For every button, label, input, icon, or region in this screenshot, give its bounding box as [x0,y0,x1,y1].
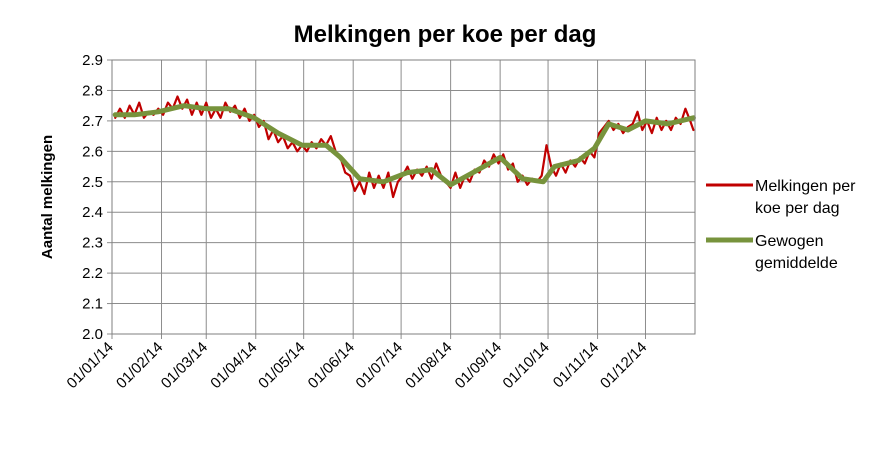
x-tick-label: 01/01/14 [64,339,117,392]
y-tick-label: 2.0 [82,326,103,343]
plot-border [111,59,696,335]
legend-label-2: gemiddelde [755,255,838,272]
y-axis-label: Aantal melkingen [39,135,56,259]
x-tick-label: 01/05/14 [255,339,308,392]
x-tick-label: 01/02/14 [113,339,166,392]
x-tick-label: 01/03/14 [158,339,211,392]
x-tick-label: 01/11/14 [550,339,603,392]
y-tick-label: 2.2 [82,265,103,282]
legend-label-1: Melkingen per [755,178,856,195]
chart-title: Melkingen per koe per dag [294,21,597,48]
y-tick-label: 2.8 [82,82,103,99]
x-tick-label: 01/10/14 [500,339,553,392]
legend-label-1: koe per dag [755,200,840,217]
x-tick-label: 01/08/14 [402,339,455,392]
y-axis-ticks: 2.0 2.1 2.2 2.3 2.4 2.5 2.6 2.7 2.8 2.9 [82,52,112,343]
grid [111,59,695,335]
x-tick-label: 01/07/14 [353,339,406,392]
y-tick-label: 2.6 [82,143,103,160]
x-axis-ticks: 01/01/1401/02/1401/03/1401/04/1401/05/14… [64,334,650,392]
x-tick-label: 01/09/14 [452,339,505,392]
x-tick-label: 01/06/14 [305,339,358,392]
y-tick-label: 2.7 [82,113,103,130]
y-tick-label: 2.9 [82,52,103,69]
x-tick-label: 01/12/14 [597,339,650,392]
y-tick-label: 2.4 [82,204,103,221]
legend: Melkingen per koe per dag Gewogen gemiddeld… [706,178,856,272]
y-tick-label: 2.5 [82,174,103,191]
y-tick-label: 2.3 [82,235,103,252]
series-line-2 [112,103,696,188]
legend-label-2: Gewogen [755,233,824,250]
y-tick-label: 2.1 [82,296,103,313]
plot-area [112,95,696,199]
x-tick-label: 01/04/14 [207,339,260,392]
